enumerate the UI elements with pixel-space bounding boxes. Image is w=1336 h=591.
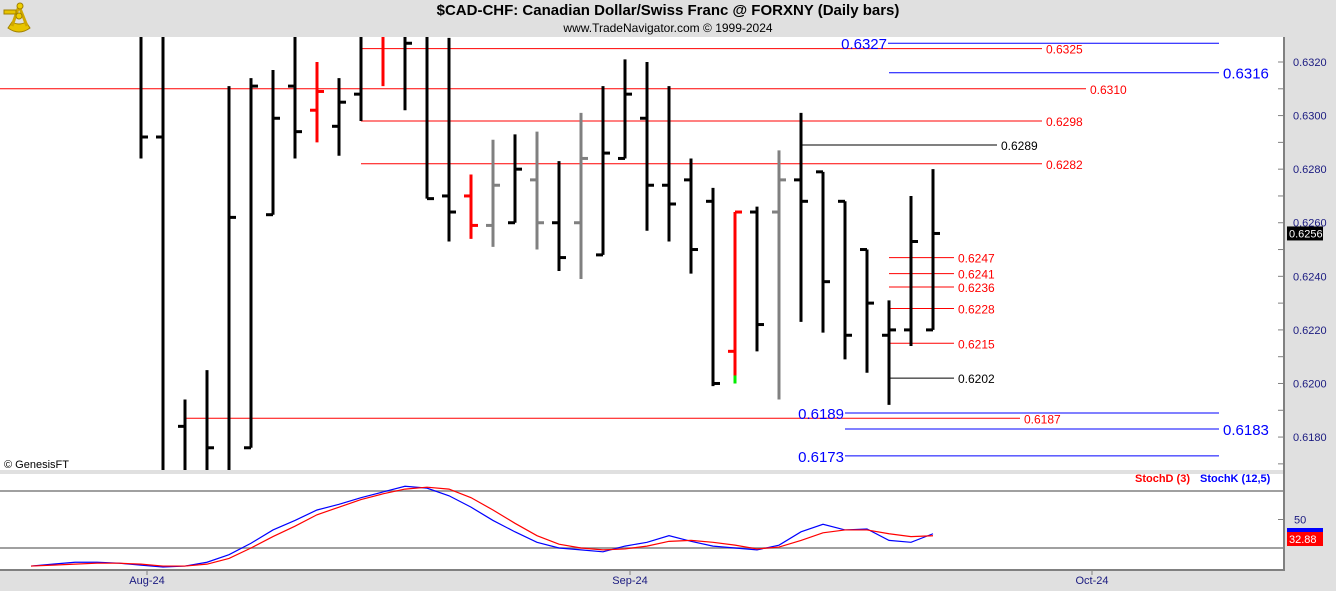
level-label: 0.6289	[1001, 139, 1038, 153]
ohlc-bar	[486, 139, 500, 247]
level-label: 0.6228	[958, 302, 995, 316]
ohlc-bar	[882, 300, 896, 405]
level-label: 0.6241	[958, 268, 995, 282]
y-tick-label: 0.6280	[1293, 164, 1327, 176]
ohlc-bar	[266, 70, 280, 217]
level-label: 0.6236	[958, 281, 995, 295]
y-tick-label: 0.6240	[1293, 271, 1327, 283]
level-label: 0.6183	[1223, 422, 1269, 439]
ohlc-bar	[332, 78, 346, 156]
stochk-value-marker	[1287, 528, 1323, 532]
stoch-tick-label: 50	[1294, 515, 1306, 527]
level-label: 0.6215	[958, 337, 995, 351]
ohlc-bar	[403, 37, 412, 111]
last-price-label: 0.6256	[1289, 228, 1323, 240]
chart-subtitle: www.TradeNavigator.com © 1999-2024	[563, 21, 773, 35]
level-label: 0.6298	[1046, 115, 1083, 129]
ohlc-bar	[552, 161, 566, 271]
y-tick-label: 0.6320	[1293, 57, 1327, 69]
level-label: 0.6187	[1024, 412, 1061, 426]
ohlc-bar	[310, 62, 324, 143]
ohlc-bar	[244, 78, 258, 450]
ohlc-bar	[904, 195, 918, 346]
y-tick-label: 0.6200	[1293, 378, 1327, 390]
ohlc-bar	[838, 199, 852, 360]
level-label: 0.6247	[958, 252, 995, 266]
chart-title: $CAD-CHF: Canadian Dollar/Swiss Franc @ …	[436, 2, 900, 19]
ohlc-bar	[750, 206, 764, 352]
ohlc-bar	[860, 248, 874, 373]
x-tick-label: Oct-24	[1075, 575, 1108, 587]
ohlc-bar	[530, 131, 544, 250]
level-label: 0.6316	[1223, 66, 1269, 83]
level-label: 0.6173	[798, 449, 844, 466]
ohlc-bar	[794, 112, 808, 322]
level-label: 0.6282	[1046, 158, 1083, 172]
y-tick-label: 0.6220	[1293, 325, 1327, 337]
level-label: 0.6325	[1046, 43, 1083, 57]
stochd-legend: StochD (3)	[1135, 473, 1190, 485]
x-tick-label: Aug-24	[129, 575, 164, 587]
ohlc-bar	[926, 169, 940, 332]
main-panel	[0, 37, 1283, 470]
y-tick-label: 0.6180	[1293, 432, 1327, 444]
level-label: 0.6310	[1090, 83, 1127, 97]
ohlc-bar	[425, 37, 434, 201]
ohlc-bar	[596, 86, 610, 257]
level-label: 0.6327	[841, 36, 887, 53]
level-label: 0.6189	[798, 406, 844, 423]
ohlc-bar	[684, 158, 698, 274]
x-tick-label: Sep-24	[612, 575, 647, 587]
ohlc-bar	[354, 37, 363, 121]
stochk-legend: StochK (12,5)	[1200, 473, 1271, 485]
last-price-box	[1287, 226, 1323, 241]
stochd-value-label: 32.88	[1289, 534, 1317, 546]
y-tick-label: 0.6300	[1293, 111, 1327, 123]
ohlc-bar	[464, 174, 478, 239]
ohlc-bar	[178, 399, 187, 470]
level-label: 0.6202	[958, 372, 995, 386]
ohlc-bar	[728, 210, 742, 384]
ohlc-bar	[640, 62, 654, 231]
ohlc-bar	[227, 86, 236, 470]
ohlc-bar	[139, 37, 148, 159]
ohlc-bar	[706, 187, 720, 387]
stoch-panel	[0, 474, 1283, 569]
ohlc-bar	[288, 37, 302, 159]
ohlc-bar	[508, 134, 522, 225]
ohlc-bar	[816, 170, 830, 333]
ohlc-bar	[662, 86, 676, 242]
ohlc-bar	[772, 150, 786, 400]
ohlc-bar	[574, 112, 588, 279]
ohlc-bar	[442, 37, 456, 242]
ohlc-bar	[618, 59, 632, 160]
ohlc-bar	[205, 370, 214, 470]
copyright-label: © GenesisFT	[4, 459, 69, 471]
ohlc-bar	[156, 37, 165, 470]
sextant-logo-icon	[3, 2, 31, 33]
stochd-value-box	[1287, 532, 1323, 546]
stochd-line	[30, 486, 934, 567]
